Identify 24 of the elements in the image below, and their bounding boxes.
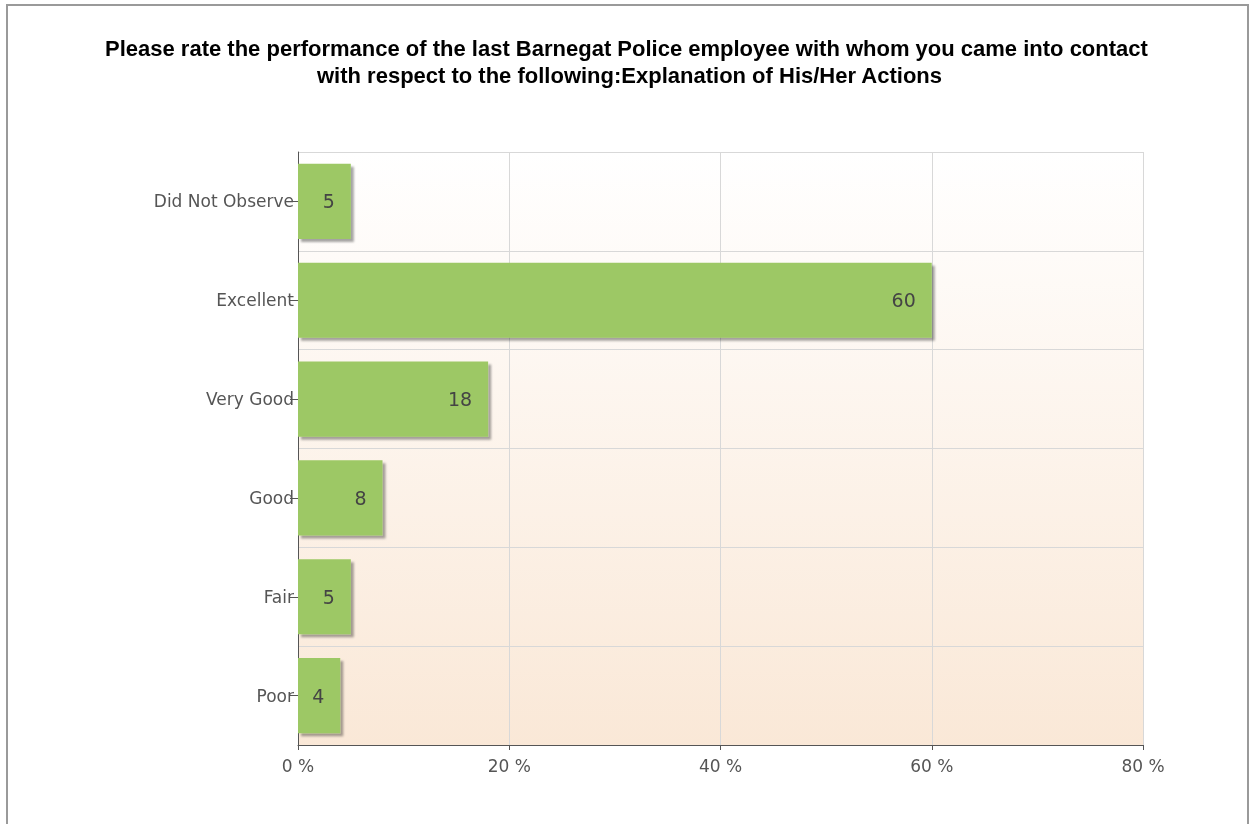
x-tick-label: 80 % (1121, 755, 1165, 776)
bar (298, 163, 351, 239)
x-tick-label: 40 % (698, 755, 743, 776)
data-label: 60 (891, 289, 916, 312)
data-label: 5 (322, 190, 335, 213)
bar (298, 460, 383, 536)
y-tick-label: Excellent (216, 290, 295, 311)
y-tick-label: Did Not Observe (153, 191, 294, 212)
data-label: 5 (322, 585, 335, 608)
x-tick-label: 20 % (487, 755, 531, 776)
data-label: 4 (312, 684, 325, 707)
data-label: 18 (447, 388, 473, 411)
chart-title: Please rate the performance of the last Barnegat Police employee with whom you came into contact with respect to the following:Explanation of His/Her Actions (105, 36, 1154, 88)
bar (298, 262, 932, 338)
x-tick-label: 60 % (910, 755, 954, 776)
y-tick-label: Poor (256, 685, 295, 706)
bar (298, 658, 341, 734)
bar (298, 559, 351, 635)
y-tick-label: Good (249, 487, 294, 508)
y-tick-label: Very Good (206, 389, 294, 410)
bar (298, 361, 489, 437)
data-label: 8 (354, 486, 367, 509)
y-tick-label: Fair (263, 586, 294, 607)
x-tick-label: 0 % (281, 755, 315, 776)
